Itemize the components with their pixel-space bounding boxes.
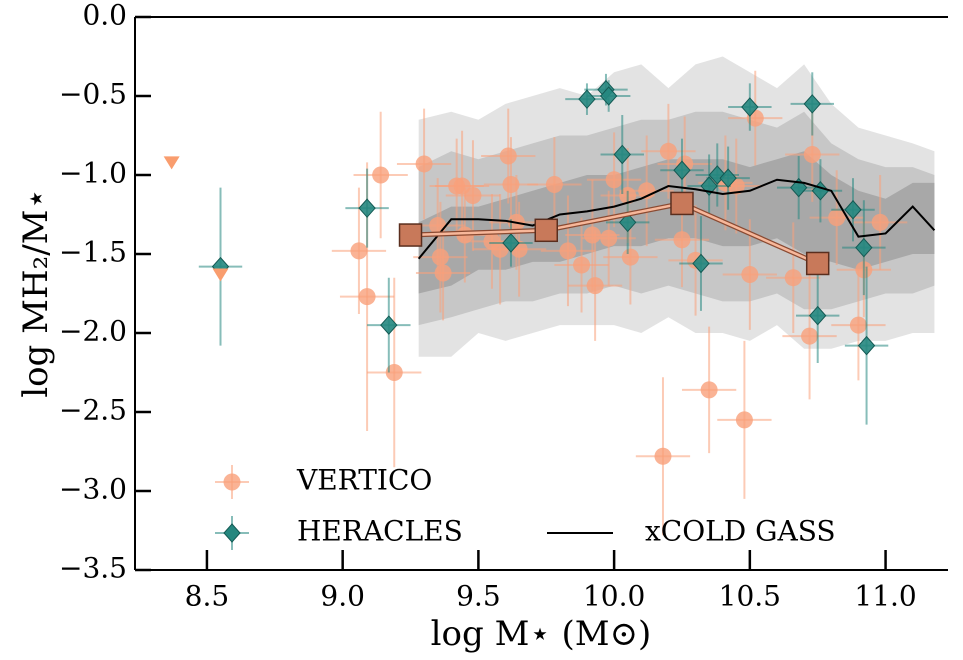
- data-point: [692, 253, 710, 274]
- data-point: [803, 94, 821, 114]
- data-point: [350, 242, 368, 260]
- y-tick-label: −2.5: [59, 394, 127, 427]
- median-line: [410, 202, 819, 265]
- data-point: [784, 269, 802, 287]
- x-tick-label: 8.5: [185, 580, 230, 613]
- data-point: [654, 447, 672, 465]
- y-tick-label: 0.0: [82, 0, 127, 32]
- data-point: [372, 166, 390, 184]
- data-point: [583, 226, 601, 244]
- data-point: [659, 142, 677, 160]
- data-point: [600, 86, 618, 106]
- y-tick-label: −1.5: [59, 236, 127, 269]
- data-point: [801, 327, 819, 345]
- data-point: [857, 335, 876, 356]
- x-axis-label: log M⋆ (M⊙): [431, 614, 652, 654]
- x-tick-label: 9.5: [456, 580, 501, 613]
- y-axis-label: log MH₂/M⋆: [16, 188, 56, 398]
- data-point: [573, 256, 591, 274]
- upper-limit: [212, 268, 229, 282]
- data-point: [673, 231, 691, 249]
- data-point: [434, 264, 452, 282]
- data-point: [358, 198, 376, 218]
- y-tick-label: −3.0: [59, 473, 127, 506]
- data-point: [600, 229, 618, 247]
- data-point: [578, 89, 596, 109]
- data-point: [849, 316, 867, 334]
- data-point: [735, 411, 753, 429]
- data-point: [855, 237, 873, 258]
- y-tick-label: −3.5: [59, 552, 127, 585]
- median-square: [398, 223, 423, 247]
- x-tick-label: 10.0: [583, 580, 645, 613]
- data-point: [586, 277, 604, 295]
- data-point: [719, 168, 737, 188]
- data-point: [619, 212, 637, 233]
- data-point: [700, 381, 718, 399]
- legend-label: VERTICO: [296, 464, 432, 497]
- data-point: [431, 248, 449, 266]
- upper-limit: [163, 156, 180, 170]
- data-point: [502, 233, 520, 253]
- data-point: [415, 155, 433, 173]
- median-square: [805, 251, 830, 276]
- data-point: [464, 187, 482, 205]
- data-point: [499, 147, 517, 165]
- data-point: [358, 288, 376, 306]
- data-point: [613, 144, 631, 165]
- median-square: [670, 191, 694, 216]
- y-tick-label: −2.0: [59, 315, 127, 348]
- x-tick-label: 9.0: [320, 580, 365, 613]
- legend-label: xCOLD GASS: [645, 515, 836, 548]
- data-point: [673, 160, 691, 181]
- x-tick-label: 10.5: [719, 580, 781, 613]
- data-point: [828, 209, 846, 227]
- data-point: [621, 248, 639, 266]
- data-point: [559, 242, 577, 260]
- data-point: [803, 145, 821, 163]
- y-tick-label: −1.0: [59, 157, 127, 190]
- x-tick-label: 11.0: [854, 580, 916, 613]
- data-point: [502, 175, 520, 193]
- data-point: [809, 305, 827, 326]
- data-point: [380, 315, 398, 335]
- trend-line: [417, 178, 936, 260]
- data-point: [385, 364, 403, 381]
- legend-swatch: [223, 523, 241, 543]
- data-point: [545, 175, 563, 193]
- data-point: [741, 266, 759, 284]
- data-point: [871, 213, 889, 231]
- legend-swatch: [223, 473, 241, 491]
- legend-label: HERACLES: [297, 515, 463, 548]
- data-point: [605, 171, 623, 189]
- data-point: [844, 200, 862, 220]
- median-square: [534, 218, 559, 243]
- data-point: [741, 97, 759, 117]
- y-tick-label: −0.5: [59, 78, 127, 111]
